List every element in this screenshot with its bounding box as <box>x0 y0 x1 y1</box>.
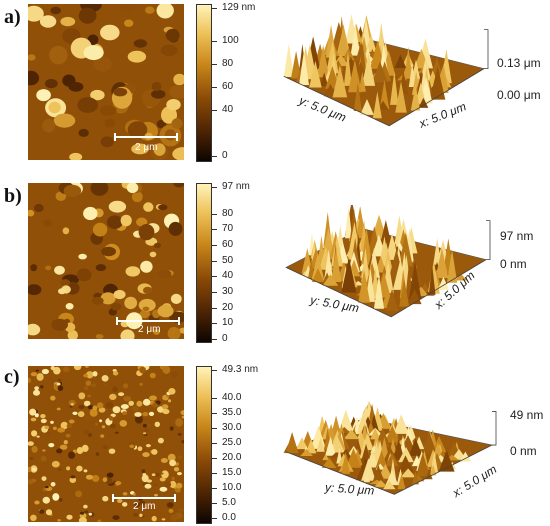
colorbar-tick-label: 25.0 <box>222 436 242 448</box>
colorbar-tick-label: 10 <box>222 317 234 329</box>
3d-surface-plot <box>283 400 497 495</box>
afm-height-image <box>28 366 184 522</box>
scale-bar <box>116 317 180 325</box>
colorbar-tick <box>212 518 217 519</box>
colorbar-tick-label: 30 <box>222 286 234 298</box>
colorbar-tick <box>212 292 217 294</box>
colorbar-tick <box>212 229 217 231</box>
z-axis-top-label: 49 nm <box>510 408 544 422</box>
colorbar-tick <box>212 87 217 89</box>
colorbar-tick <box>212 260 217 262</box>
colorbar-tick-label: 129 nm <box>222 2 256 13</box>
colorbar-tick <box>212 307 217 309</box>
colorbar <box>196 183 212 343</box>
panel-label: a) <box>4 6 21 28</box>
panel-c: c) 2 μm 49 nm 0 nm y: 5.0 μm x: 5.0 μm 4… <box>0 356 550 526</box>
colorbar-tick-label: 60 <box>222 81 234 93</box>
colorbar-tick-label: 80 <box>222 58 234 70</box>
colorbar-tick <box>212 339 217 340</box>
colorbar-tick-label: 20.0 <box>222 451 242 463</box>
colorbar-tick <box>212 503 217 505</box>
z-axis-top-label: 0.13 μm <box>497 56 541 70</box>
colorbar-tick-label: 20 <box>222 301 234 313</box>
scale-bar-label: 2 μm <box>138 324 161 335</box>
colorbar-tick-label: 0 <box>222 150 228 161</box>
colorbar-tick <box>212 41 217 43</box>
colorbar-tick-label: 35.0 <box>222 406 242 418</box>
scale-bar <box>114 133 178 141</box>
colorbar-tick-label: 100 <box>222 35 239 47</box>
colorbar-tick-label: 70 <box>222 223 234 235</box>
scale-bar-label: 2 μm <box>133 501 156 512</box>
colorbar-tick-label: 10.0 <box>222 481 242 493</box>
colorbar-tick-label: 15.0 <box>222 467 242 478</box>
colorbar-tick <box>212 244 217 246</box>
colorbar-tick <box>212 457 217 459</box>
colorbar-tick-label: 0.0 <box>222 512 236 523</box>
colorbar-tick <box>212 487 217 489</box>
colorbar-tick <box>212 323 217 325</box>
panel-label: c) <box>4 366 20 388</box>
panel-b: b) 2 μm 97 nm 0 nm y: 5.0 μm x: 5.0 μm 9… <box>0 177 550 347</box>
colorbar-tick-label: 40 <box>222 270 234 282</box>
colorbar-tick-label: 97 nm <box>222 181 250 192</box>
panel-label: b) <box>4 185 22 207</box>
colorbar-tick <box>212 8 217 9</box>
3d-surface-plot <box>283 14 489 127</box>
colorbar-tick <box>212 427 217 429</box>
colorbar-tick-label: 30.0 <box>222 421 242 433</box>
colorbar-tick <box>212 397 217 399</box>
colorbar-tick <box>212 64 217 66</box>
z-axis-top-label: 97 nm <box>500 229 534 243</box>
colorbar-tick-label: 50 <box>222 254 234 266</box>
colorbar-tick-label: 40 <box>222 104 234 116</box>
colorbar <box>196 4 212 162</box>
colorbar-tick <box>212 156 217 157</box>
afm-height-image <box>28 183 184 339</box>
colorbar-tick-label: 60 <box>222 238 234 250</box>
afm-height-image <box>28 4 184 160</box>
colorbar-tick-label: 0 <box>222 333 228 344</box>
colorbar-tick-label: 40.0 <box>222 391 242 403</box>
colorbar-tick <box>212 110 217 112</box>
colorbar-tick <box>212 412 217 414</box>
colorbar-tick <box>212 187 217 188</box>
colorbar-tick <box>212 276 217 278</box>
z-axis-bottom-label: 0 nm <box>500 257 527 271</box>
colorbar <box>196 366 212 524</box>
colorbar-tick <box>212 213 217 215</box>
scale-bar-label: 2 μm <box>135 142 158 153</box>
scale-bar <box>112 494 176 502</box>
panel-a: a) 2 μm 0.13 μm 0.00 μm y: 5.0 μm x: 5.0… <box>0 0 550 170</box>
colorbar-tick <box>212 370 217 371</box>
colorbar-tick <box>212 473 217 474</box>
colorbar-tick <box>212 442 217 444</box>
z-axis-bottom-label: 0.00 μm <box>497 88 541 102</box>
3d-surface-plot <box>285 205 491 318</box>
colorbar-tick-label: 49.3 nm <box>222 364 259 375</box>
colorbar-tick-label: 5.0 <box>222 497 236 509</box>
colorbar-tick-label: 80 <box>222 207 234 219</box>
z-axis-bottom-label: 0 nm <box>510 444 537 458</box>
